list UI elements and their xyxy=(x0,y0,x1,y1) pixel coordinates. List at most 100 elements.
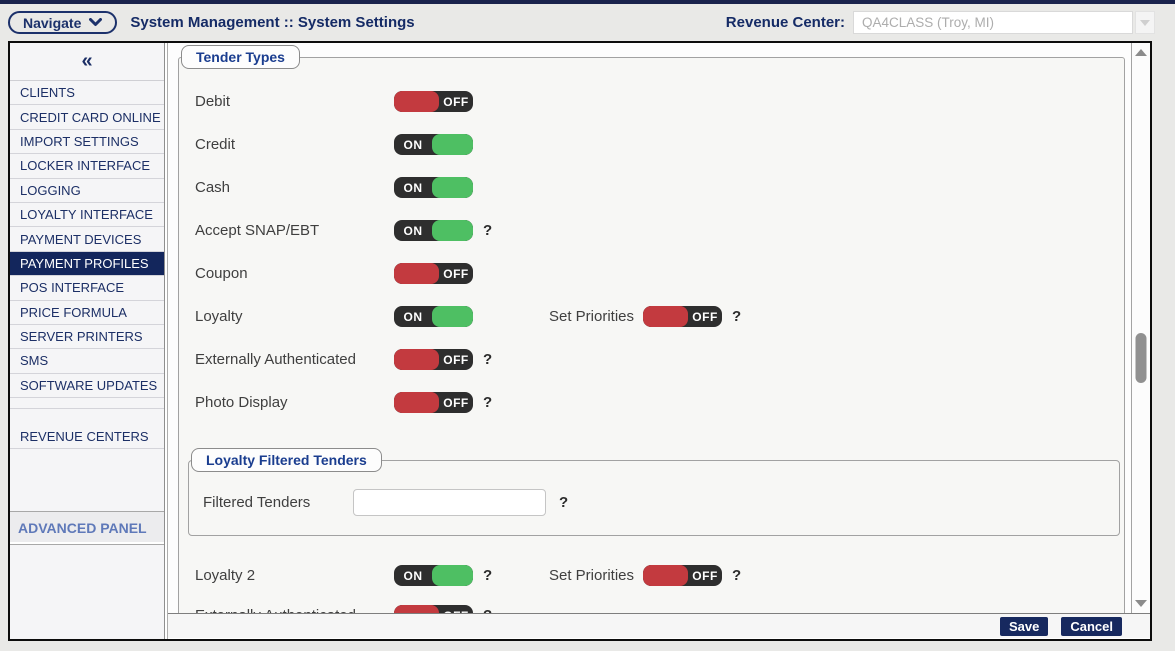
help-icon[interactable]: ? xyxy=(483,222,493,239)
filtered-tenders-input[interactable] xyxy=(353,488,546,516)
help-icon[interactable]: ? xyxy=(732,567,742,584)
sidebar-item-server-printers[interactable]: SERVER PRINTERS xyxy=(10,325,164,350)
sidebar-item-sms[interactable]: SMS xyxy=(10,349,164,374)
sidebar-item-import-settings[interactable]: IMPORT SETTINGS xyxy=(10,130,164,155)
toggle-photo-display[interactable]: OFF xyxy=(394,392,473,413)
setting-row-loyalty: Loyalty ON Set Priorities OFF? xyxy=(179,295,1124,338)
sidebar-item-software-updates[interactable]: SOFTWARE UPDATES xyxy=(10,374,164,399)
sidebar-secondary-list: REVENUE CENTERS xyxy=(10,424,164,450)
cancel-button[interactable]: Cancel xyxy=(1061,616,1122,636)
sidebar-item-locker-interface[interactable]: LOCKER INTERFACE xyxy=(10,154,164,179)
toggle-state-label: OFF xyxy=(692,568,718,583)
revenue-center-select[interactable]: QA4CLASS (Troy, MI) xyxy=(853,11,1133,34)
setting-label: Debit xyxy=(195,93,231,110)
scroll-up-arrow-icon[interactable] xyxy=(1135,49,1147,56)
toggle-debit[interactable]: OFF xyxy=(394,91,473,112)
sidebar: « CLIENTS CREDIT CARD ONLINE IMPORT SETTIN… xyxy=(10,43,165,639)
sidebar-item-revenue-centers[interactable]: REVENUE CENTERS xyxy=(10,424,164,450)
help-icon[interactable]: ? xyxy=(483,607,492,613)
help-icon[interactable]: ? xyxy=(483,394,493,411)
toggle-state-label: OFF xyxy=(443,395,469,410)
setting-label: Coupon xyxy=(195,265,248,282)
sidebar-item-credit-card-online[interactable]: CREDIT CARD ONLINE xyxy=(10,105,164,130)
toggle-credit[interactable]: ON xyxy=(394,134,473,155)
sidebar-item-payment-devices[interactable]: PAYMENT DEVICES xyxy=(10,227,164,252)
toggle-coupon[interactable]: OFF xyxy=(394,263,473,284)
top-accent-bar xyxy=(0,0,1175,4)
toggle-knob xyxy=(432,220,473,241)
navigate-button[interactable]: Navigate xyxy=(8,11,118,34)
secondary-setting-set-priorities: Set Priorities OFF? xyxy=(549,306,741,327)
setting-label: Externally Authenticated xyxy=(195,607,394,613)
setting-row-externally-authenticated: Externally Authenticated OFF? xyxy=(179,338,1124,381)
revenue-center-group: Revenue Center: QA4CLASS (Troy, MI) xyxy=(726,11,1155,34)
setting-label: Credit xyxy=(195,136,236,153)
toggle-loyalty-set-priorities[interactable]: OFF xyxy=(643,306,723,327)
toggle-externally-authenticated[interactable]: OFF xyxy=(394,605,473,613)
toggle-state-label: OFF xyxy=(443,352,469,367)
filtered-tenders-row: Filtered Tenders ? xyxy=(189,461,1119,535)
sidebar-item-loyalty-interface[interactable]: LOYALTY INTERFACE xyxy=(10,203,164,228)
secondary-setting-label: Set Priorities xyxy=(549,567,635,584)
main-panel: « CLIENTS CREDIT CARD ONLINE IMPORT SETTIN… xyxy=(8,41,1152,641)
revenue-center-dropdown-arrow[interactable] xyxy=(1135,11,1155,34)
toggle-knob xyxy=(394,91,439,112)
tender-types-legend: Tender Types xyxy=(181,45,300,69)
toggle-accept-snap-ebt[interactable]: ON xyxy=(394,220,473,241)
tender-types-rows: Debit OFF Credit ON Cash ON Accept SNAP/EBT ON?… xyxy=(179,58,1124,424)
filtered-tenders-label: Filtered Tenders xyxy=(203,493,311,511)
navigate-button-label: Navigate xyxy=(23,14,82,31)
help-icon[interactable]: ? xyxy=(732,308,742,325)
setting-row-accept-snap-ebt: Accept SNAP/EBT ON? xyxy=(179,209,1124,252)
secondary-setting-label: Set Priorities xyxy=(549,308,635,325)
scrollbar-thumb[interactable] xyxy=(1135,333,1147,383)
help-icon[interactable]: ? xyxy=(483,351,493,368)
toggle-externally-authenticated[interactable]: OFF xyxy=(394,349,473,370)
sidebar-collapse-button[interactable]: « xyxy=(10,43,164,81)
setting-row-loyalty-2: Loyalty 2 ON? Set Priorities OFF? xyxy=(179,554,1124,597)
setting-row-externally-authenticated: Externally Authenticated OFF? xyxy=(179,594,1124,613)
footer-bar: Save Cancel xyxy=(168,613,1150,638)
collapse-chevrons-icon: « xyxy=(81,50,93,72)
triangle-down-icon xyxy=(1140,19,1150,26)
sidebar-item-pos-interface[interactable]: POS INTERFACE xyxy=(10,276,164,301)
advanced-panel-button[interactable]: ADVANCED PANEL xyxy=(10,511,164,546)
toggle-state-label: OFF xyxy=(443,266,469,281)
scroll-down-arrow-icon[interactable] xyxy=(1135,600,1147,607)
toggle-knob xyxy=(394,263,439,284)
toggle-state-label: ON xyxy=(403,180,423,195)
sidebar-item-clients[interactable]: CLIENTS xyxy=(10,81,164,106)
revenue-center-label: Revenue Center: xyxy=(725,14,845,31)
save-button[interactable]: Save xyxy=(999,616,1049,636)
toggle-state-label: ON xyxy=(403,223,423,238)
page-title: System Management :: System Settings xyxy=(130,14,415,31)
loyalty-filtered-tenders-legend: Loyalty Filtered Tenders xyxy=(191,448,382,472)
help-icon[interactable]: ? xyxy=(483,567,493,584)
help-icon[interactable]: ? xyxy=(559,493,569,511)
chevron-down-icon xyxy=(89,18,103,26)
vertical-scrollbar[interactable] xyxy=(1131,43,1150,613)
toggle-state-label: ON xyxy=(403,137,423,152)
toggle-cash[interactable]: ON xyxy=(394,177,473,198)
toggle-loyalty-2-set-priorities[interactable]: OFF xyxy=(643,565,723,586)
toggle-knob xyxy=(432,134,473,155)
sidebar-item-price-formula[interactable]: PRICE FORMULA xyxy=(10,301,164,325)
toggle-loyalty[interactable]: ON xyxy=(394,306,473,327)
toggle-knob xyxy=(394,605,439,613)
secondary-setting-set-priorities: Set Priorities OFF? xyxy=(549,565,741,586)
toggle-loyalty-2[interactable]: ON xyxy=(394,565,473,586)
setting-label: Accept SNAP/EBT xyxy=(195,222,320,239)
sidebar-divider xyxy=(10,398,164,410)
sidebar-item-payment-profiles[interactable]: PAYMENT PROFILES xyxy=(10,251,164,277)
toggle-state-label: OFF xyxy=(692,309,718,324)
setting-row-credit: Credit ON xyxy=(179,123,1124,166)
setting-row-photo-display: Photo Display OFF? xyxy=(179,381,1124,424)
sidebar-item-logging[interactable]: LOGGING xyxy=(10,179,164,203)
toggle-knob xyxy=(643,565,689,586)
toggle-state-label: ON xyxy=(403,309,423,324)
loyalty2-rows: Loyalty 2ON?Set PrioritiesOFF?Externally… xyxy=(179,554,1124,613)
setting-label: Photo Display xyxy=(195,394,288,411)
setting-label: Loyalty xyxy=(195,308,243,325)
toggle-state-label: ON xyxy=(403,568,423,583)
